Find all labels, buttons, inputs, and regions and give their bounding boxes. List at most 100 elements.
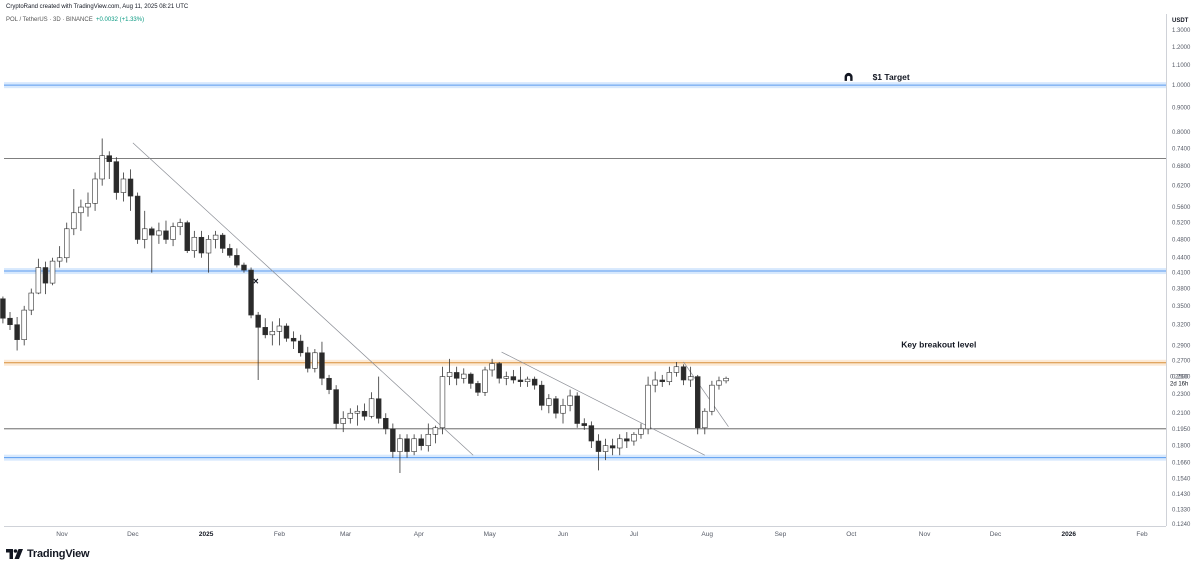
candle-body-up [503,376,509,379]
price-tick-label: 0.2700 [1172,358,1191,364]
x-marker: × [253,276,259,287]
candle [56,246,63,268]
price-tick-label: 0.3500 [1172,304,1191,310]
candle [7,311,13,331]
candle [383,413,389,435]
candle [212,230,219,249]
candle-body-down [553,398,559,414]
candle-body-up [546,398,552,406]
candle-body-down [574,395,580,424]
candle-body-down [7,317,13,325]
candle [85,192,91,217]
candle [354,405,361,426]
price-tick-label: 0.4400 [1172,256,1191,262]
candle-body-down [290,337,297,342]
price-tick-label: 0.1330 [1172,507,1191,513]
candle [347,408,354,424]
candle-body-up [617,438,623,449]
candle [432,425,439,444]
candle-body-down [42,267,49,284]
candle-body-down [418,438,424,446]
candle [617,434,623,456]
time-tick-label: Aug [701,531,713,538]
candle [92,172,98,211]
time-axis[interactable]: Nov Dec 2025 Feb Mar Apr May Jun Jul Aug Sep Oct Nov… [56,531,1148,538]
candle-body-down [531,378,538,386]
price-tick-label: 0.2100 [1172,411,1191,417]
candle [21,305,27,346]
candle-body-up [269,331,276,336]
candle-body-up [99,155,105,180]
candle-body-up [425,433,432,446]
candle-body-up [567,395,573,406]
candle [638,423,644,439]
candle-body-down [539,384,545,406]
candle [305,346,311,373]
candle [666,366,673,386]
candle-body-up [354,410,361,414]
candle-body-up [191,236,198,252]
candle-body-down [695,376,701,429]
candle [106,151,112,179]
candle [113,157,120,200]
candle [588,421,595,449]
candle-body-down [581,423,587,426]
price-tick-label: 0.7400 [1172,146,1191,152]
candle [716,376,722,390]
candle [198,230,205,258]
candle-body-up [21,309,27,340]
chart-credit-text: CryptoRand created with TradingView.com,… [6,4,189,10]
candle [255,311,261,380]
candle [71,189,77,236]
candle [262,318,268,339]
price-chart[interactable]: $1 Target Key breakout level × USDT 1.3000… [0,0,1200,545]
candle-body-down [517,379,524,382]
candle [241,262,247,273]
candle-body-down [609,445,616,449]
time-tick-label: Nov [56,531,68,538]
price-tick-label: 0.6200 [1172,184,1191,190]
candle-body-up [205,239,212,254]
candle [170,222,176,247]
time-tick-label: 2026 [1062,531,1077,538]
candle [64,222,70,263]
candle [468,372,474,389]
tradingview-logo[interactable]: TradingView [6,548,90,560]
candle [723,376,729,384]
candle-body-down [106,155,112,162]
candle-body-down [595,440,602,452]
candle-body-up [312,352,318,369]
price-tick-label: 0.2900 [1172,343,1191,349]
candle [709,380,715,416]
candle-body-down [14,324,20,340]
time-tick-label: Nov [919,531,931,538]
breakout-label: Key breakout level [901,340,976,350]
candle [333,385,339,429]
candle [489,358,495,377]
time-tick-label: Feb [1136,531,1148,538]
candle [496,361,502,384]
price-axis[interactable]: USDT 1.3000 1.2000 1.1000 1.0000 0.9000 0.800… [1170,18,1191,528]
candle-body-up [602,445,609,452]
time-tick-label: Apr [414,531,425,538]
price-tick-label: 0.3800 [1172,287,1191,293]
candle [546,394,552,414]
candle [163,220,169,244]
candle [524,376,531,387]
candle-body-up [446,372,453,377]
candle [404,434,410,458]
candle-body-down [510,376,517,381]
price-tick-label: 0.9000 [1172,105,1191,111]
price-tick-label: 0.1540 [1172,476,1191,482]
price-tick-label: 0.1430 [1172,492,1191,498]
candle [368,392,375,419]
candle-body-down [453,372,460,379]
candle [652,371,658,393]
candle-body-down [234,255,240,266]
price-tick-label: 0.1660 [1172,461,1191,467]
candle [390,423,396,458]
candle [539,380,545,411]
candle-body-down [326,377,332,390]
candle-body-up [645,384,651,430]
candle [680,364,687,386]
